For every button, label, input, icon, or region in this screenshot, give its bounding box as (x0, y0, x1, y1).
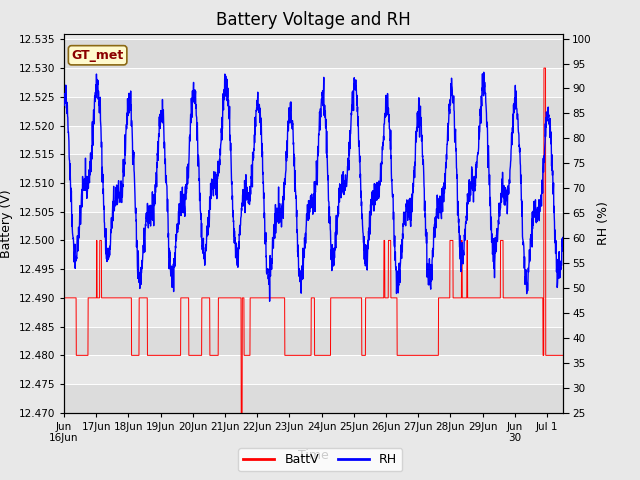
X-axis label: Time: Time (298, 449, 329, 462)
Bar (64, 212, 563, 240)
Bar (64, 384, 563, 413)
Bar (64, 240, 563, 269)
Bar (64, 126, 563, 154)
Bar (64, 326, 563, 355)
Bar (64, 355, 563, 384)
Bar (64, 183, 563, 212)
Legend: BattV, RH: BattV, RH (238, 448, 402, 471)
Y-axis label: RH (%): RH (%) (597, 201, 611, 245)
Bar (64, 298, 563, 326)
Bar (64, 154, 563, 183)
Title: Battery Voltage and RH: Battery Voltage and RH (216, 11, 411, 29)
Bar (64, 39, 563, 68)
Bar (64, 269, 563, 298)
Text: GT_met: GT_met (72, 49, 124, 62)
Bar (64, 68, 563, 97)
Y-axis label: Battery (V): Battery (V) (0, 189, 13, 257)
Bar (64, 97, 563, 126)
